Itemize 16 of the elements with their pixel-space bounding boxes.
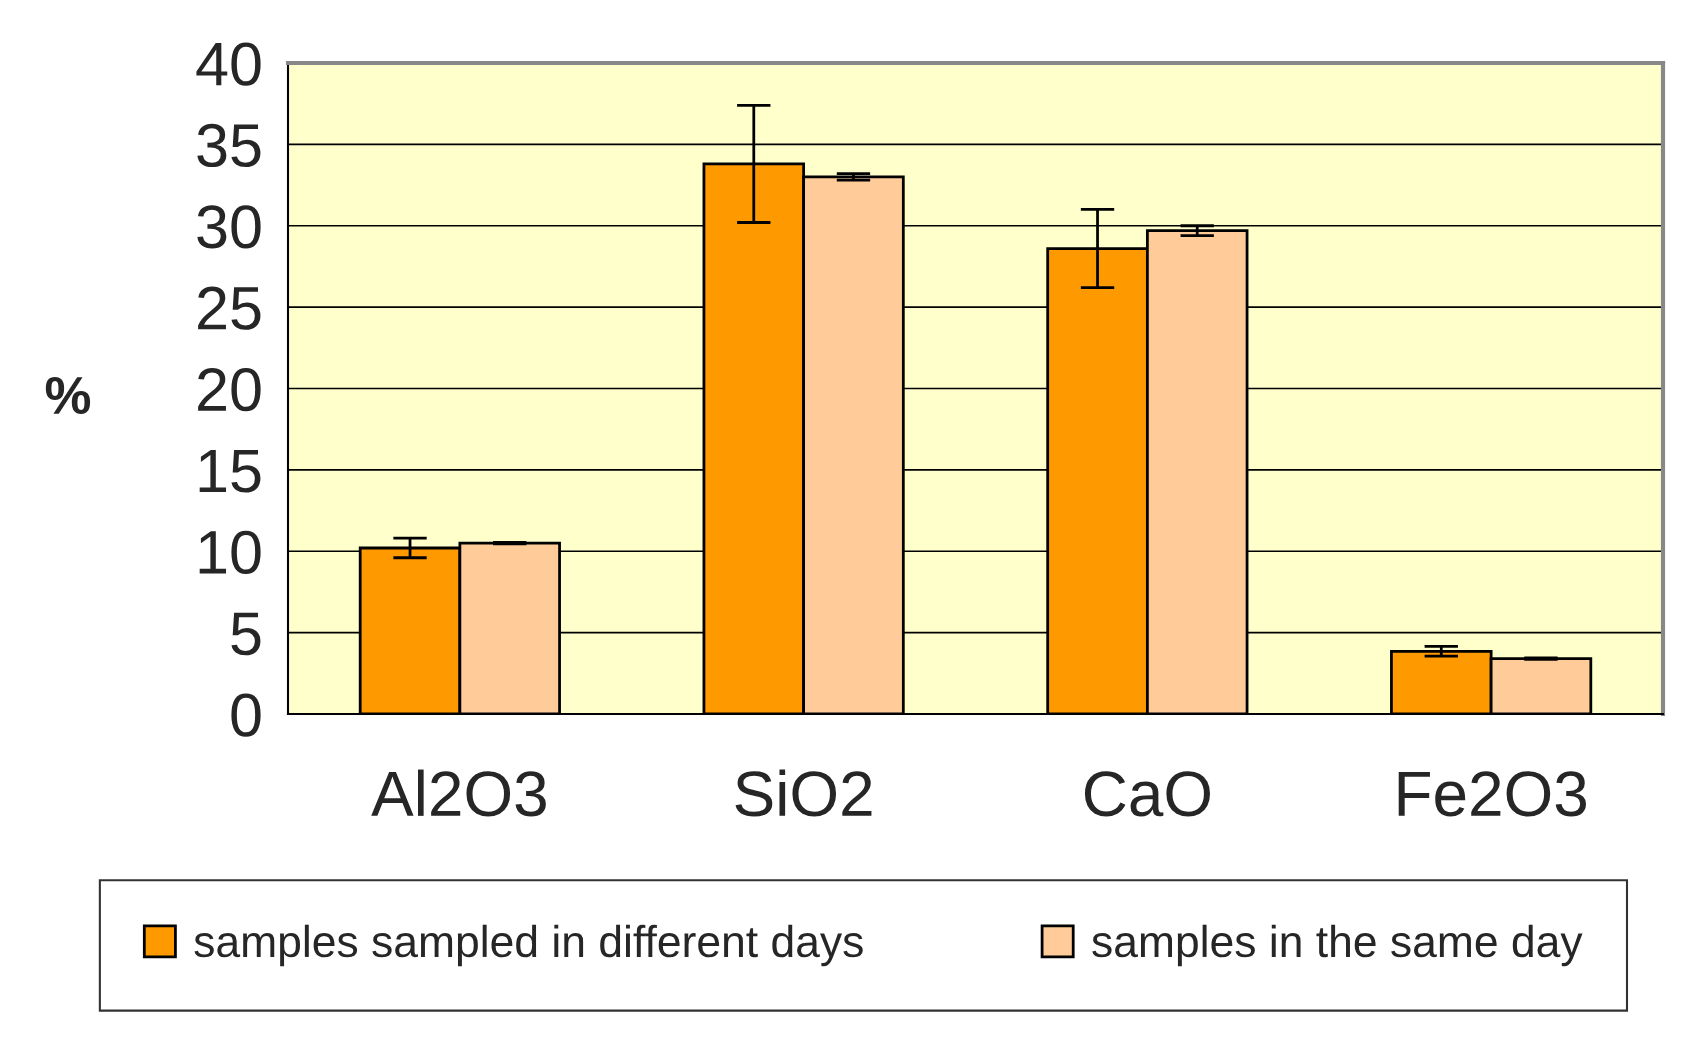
y-tick-label: 30 xyxy=(197,205,261,249)
x-tick-label: Fe2O3 xyxy=(1398,771,1586,817)
x-tick-label: Al2O3 xyxy=(371,769,546,817)
x-tick-label: CaO xyxy=(1084,771,1210,817)
x-tick-label: SiO2 xyxy=(735,769,872,817)
y-tick-label: 35 xyxy=(197,123,261,168)
legend-label: samples sampled in different days xyxy=(194,924,863,967)
y-tick-label: 15 xyxy=(199,449,261,493)
y-axis-title: % xyxy=(45,376,91,415)
legend-label: samples in the same day xyxy=(1092,924,1583,967)
y-tick-label: 5 xyxy=(231,612,261,656)
y-tick-label: 10 xyxy=(199,530,261,574)
y-tick-label: 25 xyxy=(198,286,261,330)
y-tick-label: 20 xyxy=(198,367,261,412)
y-tick-label: 40 xyxy=(196,42,261,86)
y-tick-label: 0 xyxy=(231,693,261,737)
